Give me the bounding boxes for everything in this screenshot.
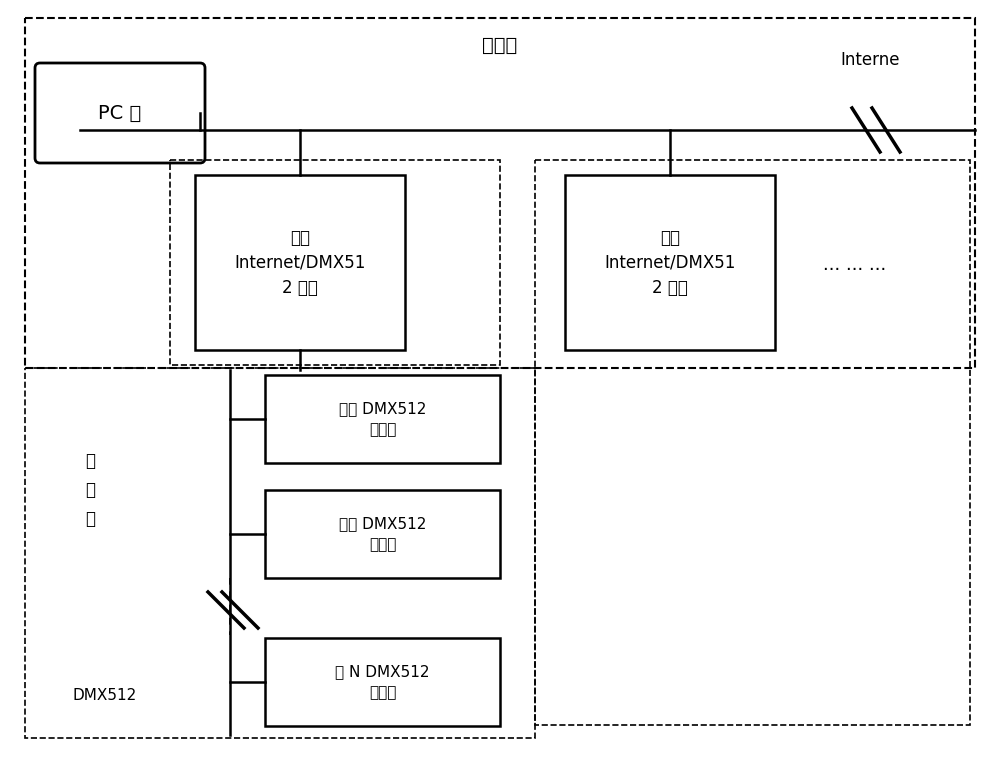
Text: Interne: Interne <box>840 51 900 69</box>
FancyBboxPatch shape <box>265 375 500 463</box>
Text: PC 机: PC 机 <box>98 103 142 122</box>
Text: 第一
Internet/DMX51
2 网关: 第一 Internet/DMX51 2 网关 <box>234 229 366 296</box>
Text: 第二
Internet/DMX51
2 网关: 第二 Internet/DMX51 2 网关 <box>604 229 736 296</box>
FancyBboxPatch shape <box>35 63 205 163</box>
Text: ... ... ...: ... ... ... <box>823 256 887 274</box>
Text: 第一 DMX512
从控器: 第一 DMX512 从控器 <box>339 401 426 437</box>
Text: DMX512: DMX512 <box>73 688 137 702</box>
FancyBboxPatch shape <box>565 175 775 350</box>
Text: 第二 DMX512
从控器: 第二 DMX512 从控器 <box>339 516 426 552</box>
FancyBboxPatch shape <box>265 638 500 726</box>
FancyBboxPatch shape <box>265 490 500 578</box>
Text: 第 N DMX512
从控器: 第 N DMX512 从控器 <box>335 664 430 700</box>
Text: 控
制
网: 控 制 网 <box>85 451 95 528</box>
FancyBboxPatch shape <box>195 175 405 350</box>
Text: 管理网: 管理网 <box>482 36 518 55</box>
